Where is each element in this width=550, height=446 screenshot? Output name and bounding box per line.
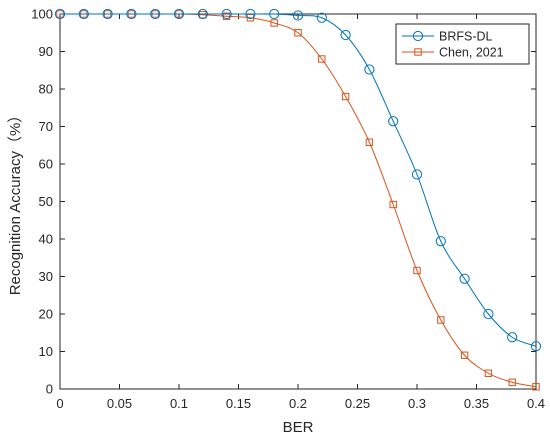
- data-point: [460, 351, 469, 359]
- y-tick-label: 90: [39, 44, 53, 59]
- data-point: [365, 138, 374, 146]
- x-tick-label: 0.25: [345, 396, 370, 411]
- legend-box: [395, 23, 530, 65]
- axis-ticks: 0 0.05 0.1 0.15 0.2 0.25 0.3 0.35 0.4 0 10 20 30 40 50…: [31, 7, 545, 412]
- data-point: [150, 8, 161, 20]
- x-tick-label: 0.1: [170, 396, 188, 411]
- y-tick-label: 30: [39, 269, 53, 284]
- data-point: [78, 8, 89, 20]
- data-point: [340, 29, 351, 41]
- data-point: [364, 64, 375, 75]
- data-point: [459, 273, 470, 284]
- x-tick-label: 0.3: [408, 396, 426, 411]
- x-tick-label: 0.05: [107, 396, 132, 411]
- x-tick-label: 0: [56, 396, 63, 411]
- data-point: [222, 12, 231, 20]
- data-point: [294, 29, 302, 37]
- legend: BRFS-DL Chen, 2021: [395, 23, 530, 65]
- data-point: [532, 383, 540, 391]
- y-tick-label: 50: [39, 194, 53, 209]
- series-0: [54, 8, 542, 352]
- data-point: [318, 55, 326, 63]
- y-tick-label: 70: [39, 119, 53, 134]
- plot-area: [59, 13, 537, 390]
- data-point: [411, 169, 423, 180]
- legend-marker: [414, 48, 422, 56]
- data-point: [292, 10, 304, 21]
- x-tick-label: 0.2: [289, 396, 307, 411]
- data-point: [173, 8, 185, 20]
- legend-label: BRFS-DL: [439, 30, 493, 44]
- data-point: [54, 8, 66, 20]
- y-tick-label: 100: [31, 7, 53, 22]
- x-tick-label: 0.35: [464, 396, 489, 411]
- legend-label: Chen, 2021: [439, 46, 504, 60]
- data-point: [413, 266, 421, 275]
- series-line: [60, 13, 537, 347]
- data-point: [483, 308, 494, 320]
- data-point: [437, 316, 445, 324]
- x-tick-label: 0.15: [226, 396, 251, 411]
- data-point: [126, 8, 137, 20]
- x-tick-label: 0.4: [527, 396, 545, 411]
- data-point: [508, 378, 516, 386]
- data-point: [102, 8, 113, 20]
- x-axis-title: BER: [283, 419, 314, 436]
- y-tick-label: 60: [39, 157, 53, 172]
- plot-border: [59, 13, 537, 390]
- data-point: [316, 12, 327, 23]
- y-tick-label: 80: [39, 82, 53, 97]
- data-point: [530, 341, 542, 352]
- data-point: [435, 236, 446, 247]
- y-tick-label: 40: [39, 232, 53, 247]
- data-point: [507, 332, 518, 343]
- y-axis-title: Recognition Accuracy（%）: [7, 108, 24, 296]
- y-tick-label: 20: [39, 307, 53, 322]
- data-point: [269, 8, 280, 20]
- legend-marker: [412, 30, 424, 42]
- data-series: [54, 8, 542, 391]
- data-point: [388, 116, 399, 127]
- data-point: [389, 200, 397, 209]
- data-point: [221, 8, 232, 20]
- data-point: [199, 11, 207, 19]
- y-tick-label: 0: [46, 382, 53, 397]
- data-point: [341, 92, 350, 101]
- y-tick-label: 10: [39, 344, 53, 359]
- data-point: [197, 8, 208, 20]
- data-point: [245, 8, 256, 20]
- data-point: [484, 369, 493, 377]
- data-point: [270, 19, 278, 27]
